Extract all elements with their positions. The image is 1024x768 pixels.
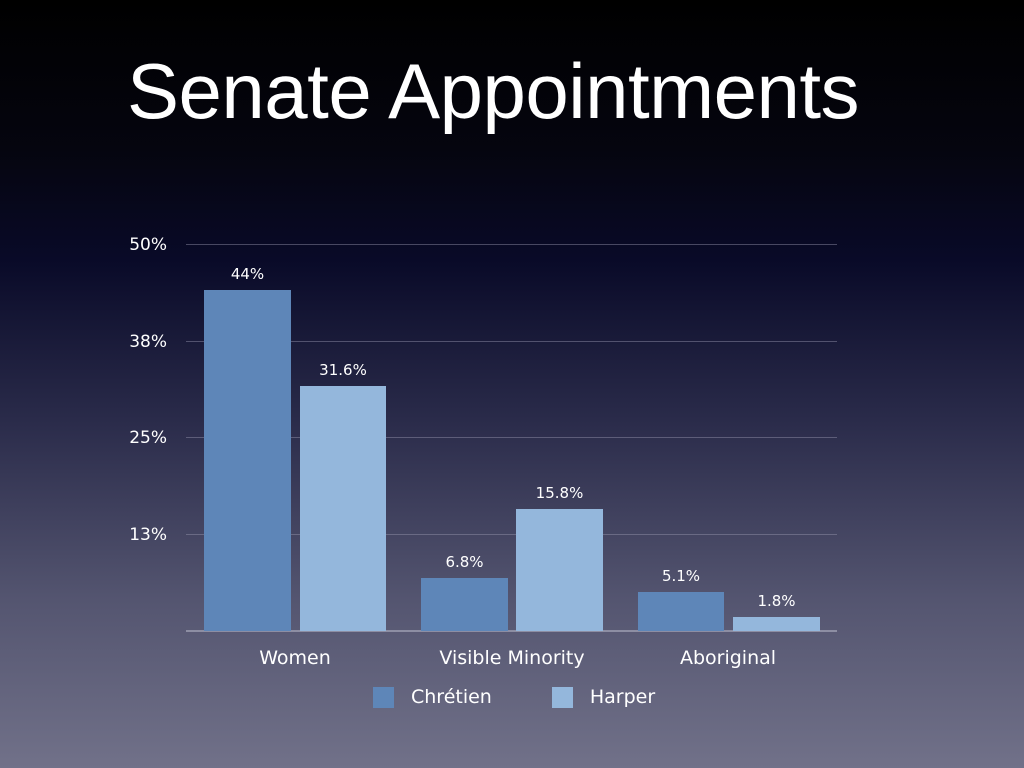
legend-label: Harper bbox=[589, 686, 656, 708]
category-label-visible-minority: Visible Minority bbox=[439, 647, 585, 669]
bar-chretien-aboriginal bbox=[638, 592, 724, 631]
value-label: 31.6% bbox=[319, 361, 367, 379]
gridline-13 bbox=[186, 534, 837, 535]
x-axis-line bbox=[186, 630, 837, 632]
value-label: 1.8% bbox=[757, 592, 796, 610]
gridline-38 bbox=[186, 341, 837, 342]
bar-harper-aboriginal bbox=[733, 617, 820, 631]
category-label-aboriginal: Aboriginal bbox=[679, 647, 777, 669]
value-label: 44% bbox=[230, 265, 265, 283]
y-tick-label: 50% bbox=[129, 235, 167, 255]
bar-harper-women bbox=[300, 386, 386, 631]
bar-chretien-visible-minority bbox=[421, 578, 508, 631]
gridline-50 bbox=[186, 244, 837, 245]
category-label-women: Women bbox=[259, 647, 331, 669]
value-label: 5.1% bbox=[661, 567, 701, 585]
slide-title: Senate Appointments bbox=[127, 47, 860, 135]
bar-chretien-women bbox=[204, 290, 291, 631]
legend-label: Chrétien bbox=[411, 686, 492, 708]
value-label: 15.8% bbox=[535, 484, 584, 502]
bar-harper-visible-minority bbox=[516, 509, 603, 631]
legend-swatch-chretien bbox=[373, 686, 394, 708]
legend-item-chretien: Chrétien bbox=[373, 686, 492, 708]
legend-swatch-harper bbox=[551, 686, 573, 708]
y-tick-label: 25% bbox=[129, 428, 167, 448]
y-tick-label: 13% bbox=[129, 525, 167, 545]
legend-item-harper: Harper bbox=[551, 686, 656, 708]
chart-legend: Chrétien Harper bbox=[373, 686, 715, 708]
value-label: 6.8% bbox=[445, 553, 484, 571]
gridline-25 bbox=[186, 437, 837, 438]
y-tick-label: 38% bbox=[129, 332, 167, 352]
